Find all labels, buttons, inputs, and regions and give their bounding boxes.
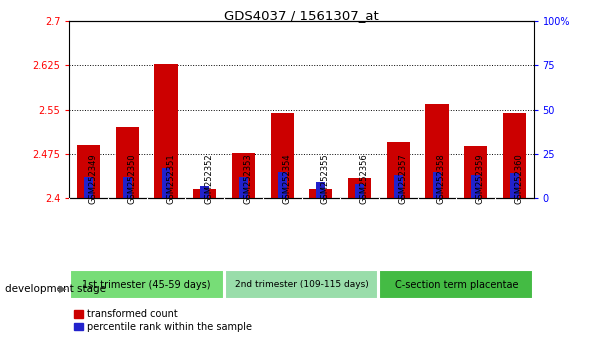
Bar xyxy=(239,177,248,198)
Bar xyxy=(425,104,449,198)
Bar xyxy=(317,182,325,198)
Text: GSM252355: GSM252355 xyxy=(321,153,330,204)
Bar xyxy=(84,177,93,198)
Bar xyxy=(70,270,224,299)
Bar xyxy=(348,178,371,198)
Bar xyxy=(278,172,286,198)
Text: GSM252360: GSM252360 xyxy=(514,153,523,204)
Bar xyxy=(271,113,294,198)
Bar xyxy=(503,113,526,198)
Text: GSM252353: GSM252353 xyxy=(244,153,253,204)
Bar xyxy=(309,189,332,198)
Bar xyxy=(394,175,403,198)
Bar xyxy=(355,184,364,198)
Text: GSM252356: GSM252356 xyxy=(359,153,368,204)
Text: GSM252359: GSM252359 xyxy=(476,153,485,204)
Bar xyxy=(193,189,216,198)
Text: GSM252349: GSM252349 xyxy=(89,153,98,204)
Text: GSM252358: GSM252358 xyxy=(437,153,446,204)
Bar xyxy=(379,270,533,299)
Bar xyxy=(232,153,255,198)
Bar xyxy=(510,173,519,198)
Bar xyxy=(432,172,441,198)
Text: GDS4037 / 1561307_at: GDS4037 / 1561307_at xyxy=(224,9,379,22)
Bar xyxy=(116,127,139,198)
Text: GSM252357: GSM252357 xyxy=(398,153,407,204)
Bar xyxy=(162,168,171,198)
Text: development stage: development stage xyxy=(5,284,106,293)
Text: GSM252352: GSM252352 xyxy=(205,153,214,204)
Text: GSM252351: GSM252351 xyxy=(166,153,175,204)
Bar xyxy=(224,270,379,299)
Bar xyxy=(200,186,209,198)
Text: 1st trimester (45-59 days): 1st trimester (45-59 days) xyxy=(83,280,211,290)
Text: C-section term placentae: C-section term placentae xyxy=(394,280,518,290)
Text: GSM252354: GSM252354 xyxy=(282,153,291,204)
Bar xyxy=(77,145,100,198)
Text: ▶: ▶ xyxy=(59,284,66,293)
Bar xyxy=(387,142,410,198)
Text: GSM252350: GSM252350 xyxy=(127,153,136,204)
Bar xyxy=(154,64,178,198)
Bar xyxy=(123,177,132,198)
Legend: transformed count, percentile rank within the sample: transformed count, percentile rank withi… xyxy=(74,309,252,332)
Bar xyxy=(471,175,480,198)
Text: 2nd trimester (109-115 days): 2nd trimester (109-115 days) xyxy=(235,280,368,289)
Bar xyxy=(464,146,487,198)
